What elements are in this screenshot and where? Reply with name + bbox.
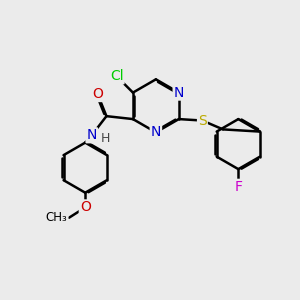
Text: S: S — [198, 114, 207, 128]
Text: O: O — [80, 200, 91, 214]
Text: N: N — [151, 125, 161, 139]
Text: Cl: Cl — [110, 69, 124, 83]
Text: CH₃: CH₃ — [46, 211, 68, 224]
Text: H: H — [100, 132, 110, 145]
Text: N: N — [174, 85, 184, 100]
Text: N: N — [86, 128, 97, 142]
Text: F: F — [234, 180, 242, 194]
Text: O: O — [92, 87, 103, 101]
